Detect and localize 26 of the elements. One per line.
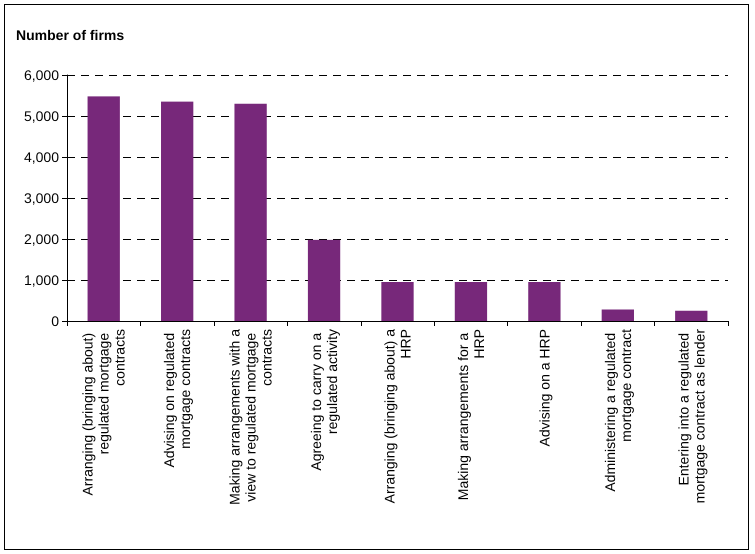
y-tick-label: 5,000 <box>24 108 60 124</box>
x-tick-label: Making arrangements for a HRP <box>454 329 487 500</box>
bar <box>602 310 634 321</box>
x-tick-label: Agreeing to carry on a regulated activity <box>308 329 340 471</box>
bar <box>528 282 561 321</box>
bar <box>675 310 708 321</box>
bar <box>234 104 267 321</box>
y-tick-label: 1,000 <box>24 272 60 288</box>
y-tick-label: 0 <box>51 313 60 329</box>
chart-title: Number of firms <box>16 27 124 43</box>
x-tick-label: Arranging (bringing about) regulated mortgage contracts <box>80 329 128 496</box>
x-tick-label: Advising on regulated mortgage contracts <box>161 329 194 468</box>
bar <box>88 96 120 321</box>
bar <box>454 282 488 321</box>
y-tick-label: 3,000 <box>24 190 60 206</box>
bar <box>381 282 414 321</box>
y-tick-label: 6,000 <box>24 67 60 83</box>
x-tick-label: Arranging (bringing about) a HRP <box>382 328 414 504</box>
x-tick-label: Making arrangements with a view to regulated mortgage contracts <box>226 328 275 506</box>
y-tick-label: 2,000 <box>24 231 60 247</box>
x-tick-label: Advising on a HRP <box>536 329 552 447</box>
bar <box>161 102 194 321</box>
x-tick-label: Administering a regulated mortgage contract <box>602 328 634 492</box>
x-tick-label: Entering into a regulated mortgage contract as lender <box>675 328 708 504</box>
y-tick-label: 4,000 <box>24 149 60 165</box>
bar <box>308 240 340 321</box>
